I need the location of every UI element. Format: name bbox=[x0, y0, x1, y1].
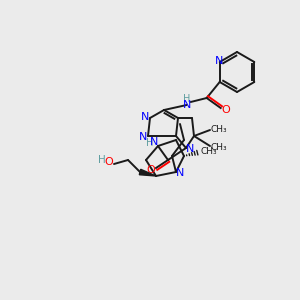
Text: O: O bbox=[221, 105, 230, 115]
Text: N: N bbox=[176, 168, 184, 178]
Text: O: O bbox=[105, 157, 113, 167]
Text: CH₃: CH₃ bbox=[211, 142, 227, 152]
Text: H: H bbox=[183, 94, 190, 104]
Text: N: N bbox=[182, 100, 191, 110]
Text: H: H bbox=[146, 138, 154, 148]
Text: N: N bbox=[186, 144, 194, 154]
Text: O: O bbox=[147, 165, 155, 175]
Text: H: H bbox=[98, 155, 106, 165]
Text: N: N bbox=[214, 56, 223, 66]
Text: CH₃: CH₃ bbox=[201, 148, 217, 157]
Text: N: N bbox=[139, 132, 147, 142]
Polygon shape bbox=[139, 169, 156, 176]
Text: CH₃: CH₃ bbox=[211, 124, 227, 134]
Text: N: N bbox=[141, 112, 149, 122]
Text: N: N bbox=[150, 137, 158, 147]
